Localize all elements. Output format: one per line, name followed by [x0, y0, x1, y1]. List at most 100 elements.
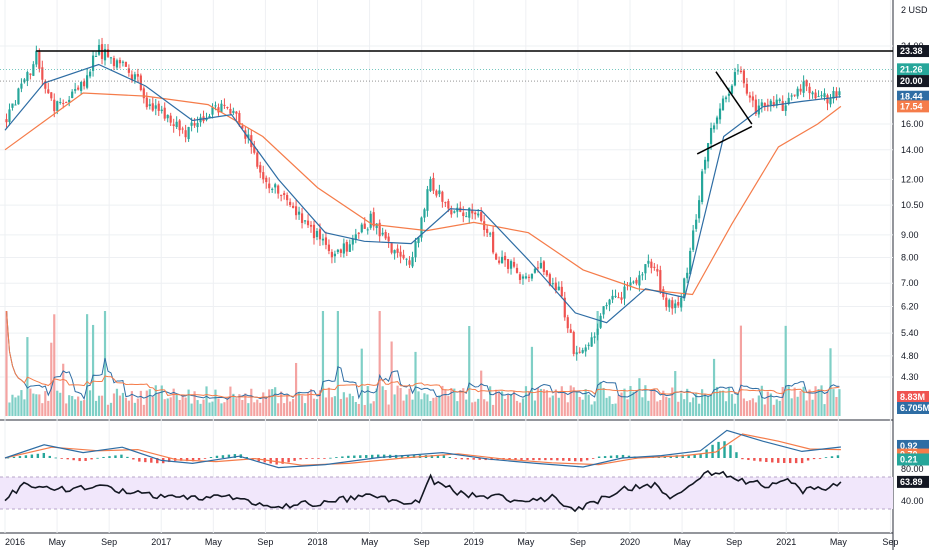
candle-body: [300, 213, 304, 223]
volume-bar: [542, 389, 545, 416]
rsi-tick-label: 40.00: [901, 496, 924, 506]
candle-body: [692, 230, 695, 250]
macd-histogram-bar: [311, 458, 314, 459]
candle-body: [384, 232, 387, 239]
volume-bar: [512, 391, 516, 416]
candle-body: [235, 111, 238, 114]
candle-body: [724, 97, 728, 100]
volume-bar: [133, 402, 136, 416]
volume-bar: [136, 398, 139, 416]
candle-body: [14, 104, 17, 106]
volume-bar: [211, 401, 214, 416]
candle: [539, 257, 542, 269]
candle: [614, 289, 617, 299]
volume-bar: [68, 395, 71, 416]
candle-body: [172, 124, 175, 127]
candle: [480, 207, 483, 223]
macd-histogram-bar: [359, 455, 362, 458]
volume-bar: [312, 398, 316, 416]
macd-histogram-bar: [508, 458, 511, 460]
candle: [139, 73, 142, 92]
macd-histogram-bar: [597, 456, 601, 458]
macd-histogram-bar: [454, 458, 458, 459]
candle-body: [599, 315, 602, 328]
volume-bar: [742, 398, 746, 416]
candle-body: [778, 99, 781, 102]
volume-bar: [286, 394, 289, 416]
candle: [605, 302, 608, 310]
y-tick-label: 16.00: [901, 119, 924, 129]
candle: [629, 277, 632, 291]
candle-body: [733, 72, 737, 86]
candle-body: [136, 73, 139, 77]
volume-bar: [327, 387, 331, 416]
candle-body: [689, 250, 692, 275]
macd-histogram-bar: [687, 454, 690, 458]
candle-body: [357, 232, 360, 234]
candle: [109, 56, 113, 64]
candle-body: [548, 274, 551, 286]
candle: [345, 239, 348, 257]
macd-histogram-bar: [532, 458, 535, 461]
candle: [387, 232, 390, 248]
volume-bar: [811, 399, 814, 416]
macd-histogram-bar: [556, 458, 559, 461]
volume-bar: [692, 397, 695, 416]
volume-bar: [653, 388, 656, 416]
candle-body: [650, 261, 653, 269]
candle-body: [166, 114, 169, 119]
volume-badge: 6.705M: [897, 402, 930, 414]
candle-body: [196, 122, 199, 128]
volume-bar: [145, 390, 148, 416]
candle-body: [453, 211, 456, 213]
macd-histogram-bar: [347, 455, 350, 458]
candle: [647, 254, 650, 268]
macd-histogram-bar: [96, 457, 99, 459]
candle-body: [447, 201, 450, 209]
candle-body: [557, 286, 560, 291]
candle: [524, 272, 528, 280]
macd-histogram-bar: [245, 456, 249, 458]
candle-body: [820, 95, 823, 97]
candle-body: [94, 56, 98, 58]
macd-signal-line: [4, 433, 841, 466]
price-badge-bg: [897, 45, 929, 58]
volume-bar: [495, 389, 498, 416]
volume-bar: [760, 385, 763, 416]
volume-bar: [435, 397, 438, 416]
volume-bar: [614, 403, 617, 416]
volume-bar: [333, 396, 336, 416]
candle-body: [596, 328, 599, 335]
macd-histogram-bar: [138, 458, 141, 462]
candle-body: [229, 108, 232, 114]
candle-body: [602, 306, 605, 315]
candle-body: [396, 248, 399, 253]
volume-bar: [94, 400, 98, 416]
candle-body: [130, 74, 133, 81]
candle: [97, 39, 101, 56]
candle: [766, 98, 769, 112]
volume-bar: [91, 324, 95, 416]
candle-body: [533, 268, 537, 273]
macd-line: [4, 429, 841, 469]
x-tick-label: Sep: [257, 537, 273, 547]
volume-bar: [423, 393, 426, 416]
candle-body: [71, 91, 74, 99]
candle-body: [348, 244, 351, 252]
volume-bar: [151, 396, 154, 416]
triangle-line: [696, 125, 753, 155]
candle: [745, 77, 748, 96]
candle: [205, 112, 208, 122]
volume-bar: [611, 403, 614, 416]
volume-bar: [548, 397, 551, 416]
candle-body: [312, 224, 316, 239]
candle: [584, 344, 587, 357]
macd-histogram-bar: [382, 454, 386, 458]
candle-body: [730, 85, 734, 94]
macd-histogram-bar: [376, 454, 380, 458]
macd-histogram-bar: [466, 458, 469, 460]
macd-badge-text: 0.21: [900, 454, 918, 464]
volume-bar: [363, 404, 366, 416]
volume-bar: [47, 400, 50, 416]
